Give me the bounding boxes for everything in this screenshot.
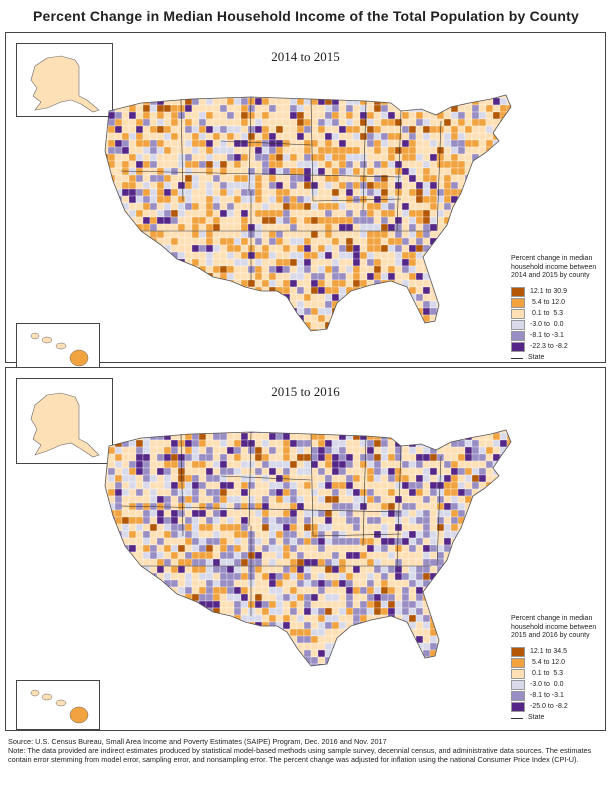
legend-range: 0.1 to 5.3 bbox=[530, 309, 564, 317]
us-county-map bbox=[104, 94, 512, 332]
legend-title: Percent change in median household incom… bbox=[511, 615, 597, 639]
legend-item: -3.0 to 0.0 bbox=[511, 680, 597, 691]
legend-range: 12.1 to 30.9 bbox=[530, 287, 567, 295]
legend-swatch bbox=[511, 287, 525, 297]
legend-range: 5.4 to 12.0 bbox=[530, 658, 566, 666]
legend-item: 12.1 to 34.5 bbox=[511, 647, 597, 658]
legend-range: -3.0 to 0.0 bbox=[530, 680, 564, 688]
legend-swatch bbox=[511, 331, 525, 341]
county-grid bbox=[105, 95, 511, 331]
legend: Percent change in median household incom… bbox=[511, 255, 597, 364]
legend-range: -8.1 to -3.1 bbox=[530, 331, 564, 339]
hawaii-map bbox=[30, 332, 89, 367]
legend-swatch bbox=[511, 669, 525, 679]
map-panel-2014-2015: 2014 to 2015 Percent change in median ho… bbox=[5, 32, 606, 373]
legend-item: -22.3 to -8.2 bbox=[511, 342, 597, 353]
hawaii-inset bbox=[16, 680, 100, 730]
legend-item: 0.1 to 5.3 bbox=[511, 309, 597, 320]
state-lines bbox=[120, 431, 442, 616]
legend-item: 12.1 to 30.9 bbox=[511, 287, 597, 298]
legend-range: -25.0 to -8.2 bbox=[530, 702, 568, 710]
legend-swatch bbox=[511, 702, 525, 712]
legend-item: -3.0 to 0.0 bbox=[511, 320, 597, 331]
alaska-inset bbox=[16, 43, 113, 117]
legend-range: -8.1 to -3.1 bbox=[530, 691, 564, 699]
legend-item: -8.1 to -3.1 bbox=[511, 331, 597, 342]
legend-state-label: State bbox=[528, 353, 545, 361]
source-note: Source: U.S. Census Bureau, Small Area I… bbox=[8, 737, 387, 746]
map-panel-2015-2016: 2015 to 2016 Percent change in median ho… bbox=[5, 367, 606, 731]
county-grid bbox=[105, 430, 511, 666]
state-line-swatch bbox=[511, 357, 523, 359]
legend-swatch bbox=[511, 298, 525, 308]
legend-range: 12.1 to 34.5 bbox=[530, 647, 567, 655]
legend-item: -8.1 to -3.1 bbox=[511, 691, 597, 702]
legend-swatch bbox=[511, 691, 525, 701]
alaska-map bbox=[30, 55, 100, 113]
legend-state-label: State bbox=[528, 713, 545, 721]
legend-item: -25.0 to -8.2 bbox=[511, 702, 597, 713]
alaska-inset bbox=[16, 378, 113, 464]
panel-title: 2015 to 2016 bbox=[271, 384, 340, 399]
panel-title: 2014 to 2015 bbox=[271, 49, 340, 64]
state-lines bbox=[120, 96, 442, 281]
legend-swatch bbox=[511, 309, 525, 319]
state-line-swatch bbox=[511, 717, 523, 719]
hawaii-map bbox=[30, 689, 89, 724]
legend-swatch bbox=[511, 658, 525, 668]
legend-range: -22.3 to -8.2 bbox=[530, 342, 568, 350]
legend-swatch bbox=[511, 680, 525, 690]
legend-title: Percent change in median household incom… bbox=[511, 255, 597, 279]
methodology-note: Note: The data provided are indirect est… bbox=[8, 746, 592, 765]
legend-swatch bbox=[511, 647, 525, 657]
alaska-map bbox=[30, 392, 100, 458]
legend-range: -3.0 to 0.0 bbox=[530, 320, 564, 328]
legend-range: 5.4 to 12.0 bbox=[530, 298, 566, 306]
legend-state-row: State bbox=[511, 713, 597, 724]
legend-rows: 12.1 to 30.9 5.4 to 12.0 0.1 to 5.3 -3.0 … bbox=[511, 287, 597, 353]
legend-swatch bbox=[511, 342, 525, 352]
footer: Source: U.S. Census Bureau, Small Area I… bbox=[8, 737, 604, 765]
page-title: Percent Change in Median Household Incom… bbox=[33, 8, 579, 24]
legend-rows: 12.1 to 34.5 5.4 to 12.0 0.1 to 5.3 -3.0 … bbox=[511, 647, 597, 713]
legend-state-row: State bbox=[511, 353, 597, 364]
legend-item: 5.4 to 12.0 bbox=[511, 658, 597, 669]
legend-swatch bbox=[511, 320, 525, 330]
hawaii-inset bbox=[16, 323, 100, 373]
legend: Percent change in median household incom… bbox=[511, 615, 597, 724]
legend-range: 0.1 to 5.3 bbox=[530, 669, 564, 677]
legend-item: 0.1 to 5.3 bbox=[511, 669, 597, 680]
legend-item: 5.4 to 12.0 bbox=[511, 298, 597, 309]
us-county-map bbox=[104, 429, 512, 667]
